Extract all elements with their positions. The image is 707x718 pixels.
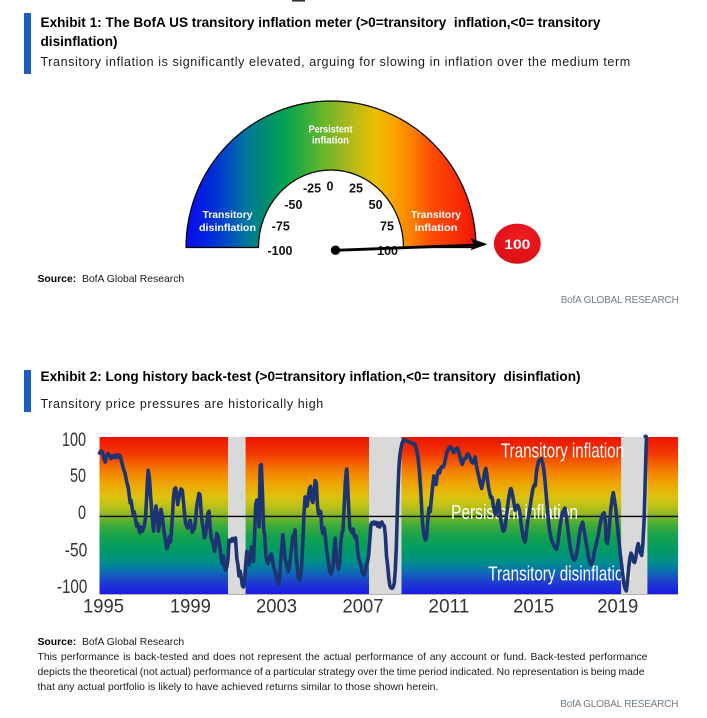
svg-text:Transitory inflation: Transitory inflation (501, 440, 624, 462)
svg-text:0: 0 (327, 180, 334, 194)
svg-text:75: 75 (380, 219, 394, 233)
svg-text:1995: 1995 (83, 596, 124, 618)
svg-text:25: 25 (349, 182, 363, 196)
svg-text:100: 100 (504, 236, 530, 252)
svg-text:2003: 2003 (256, 596, 297, 618)
svg-text:2007: 2007 (343, 596, 384, 618)
svg-text:-50: -50 (284, 198, 302, 212)
svg-text:-100: -100 (267, 244, 292, 258)
svg-text:-50: -50 (65, 540, 88, 562)
svg-text:2015: 2015 (513, 596, 554, 618)
svg-text:-25: -25 (303, 182, 321, 196)
svg-text:-75: -75 (272, 219, 290, 233)
svg-text:-100: -100 (57, 576, 88, 598)
svg-text:100: 100 (377, 244, 398, 258)
svg-text:inflation: inflation (312, 136, 349, 147)
svg-text:100: 100 (62, 429, 86, 451)
svg-text:50: 50 (70, 465, 86, 487)
svg-text:disinflation: disinflation (199, 223, 256, 234)
svg-text:Persistent: Persistent (309, 125, 354, 136)
svg-text:1999: 1999 (170, 596, 211, 618)
svg-text:0: 0 (78, 502, 86, 524)
svg-text:Transitory: Transitory (203, 210, 253, 221)
svg-text:2011: 2011 (428, 596, 469, 618)
svg-text:Transitory: Transitory (411, 210, 461, 221)
svg-text:inflation: inflation (415, 223, 458, 234)
svg-text:50: 50 (369, 198, 383, 212)
svg-text:2019: 2019 (597, 596, 638, 618)
svg-text:Transitory disinflation: Transitory disinflation (488, 563, 632, 585)
